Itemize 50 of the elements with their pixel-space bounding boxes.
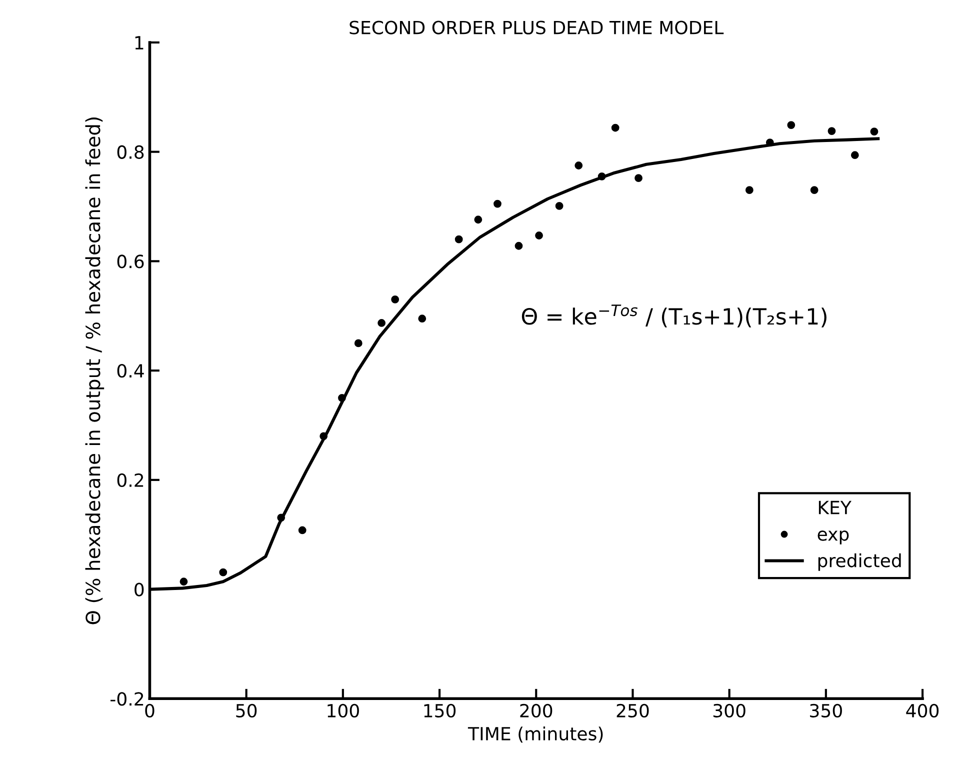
- point: [391, 296, 400, 304]
- annotation: Θ = ke$^{−Tos}$ / (T₁s+1)(T₂s+1): [522, 304, 826, 328]
- point: [574, 162, 583, 170]
- point: [320, 432, 328, 440]
- y-tick-label: -0.2: [110, 692, 144, 706]
- point: [745, 186, 754, 194]
- point: [298, 526, 306, 534]
- x-tick-label: 150: [424, 704, 456, 718]
- y-tick-label: 0.2: [117, 473, 144, 488]
- x-tick-label: 0: [145, 704, 154, 718]
- x-tick-label: 350: [810, 704, 842, 718]
- point: [787, 121, 796, 129]
- y-axis-title: Θ (% hexadecane in output / % hexadecane in feed): [85, 118, 104, 624]
- x-tick-label: 300: [713, 704, 746, 718]
- point: [870, 128, 878, 136]
- point: [418, 314, 426, 323]
- point: [454, 235, 463, 244]
- chart-title: SECOND ORDER PLUS DEAD TIME MODEL: [350, 20, 724, 34]
- legend-title: KEY: [818, 500, 852, 514]
- x-tick-label: 200: [520, 704, 552, 718]
- legend-label: exp: [818, 530, 849, 544]
- point: [634, 174, 642, 182]
- y-tick-label: 0: [134, 582, 144, 596]
- x-tick-label: 400: [906, 704, 939, 718]
- legend-label: predicted: [818, 553, 901, 571]
- point: [219, 568, 228, 576]
- point: [378, 319, 386, 327]
- y-tick-label: 1: [135, 36, 144, 50]
- point: [598, 172, 606, 180]
- point: [535, 232, 543, 240]
- point: [277, 514, 286, 522]
- point: [514, 242, 523, 250]
- point: [555, 202, 564, 210]
- x-axis-title: TIME (minutes): [468, 726, 603, 743]
- y-tick-label: 0.8: [117, 145, 144, 159]
- point: [180, 578, 188, 586]
- y-tick-label: 0.4: [117, 364, 144, 378]
- x-tick-label: 250: [616, 704, 649, 718]
- point: [354, 339, 362, 348]
- point: [810, 186, 818, 194]
- point: [494, 200, 502, 208]
- point: [850, 151, 859, 160]
- x-tick-label: 100: [328, 704, 359, 718]
- x-tick-label: 50: [236, 704, 257, 718]
- point: [766, 138, 774, 146]
- y-tick-label: 0.6: [117, 254, 144, 268]
- point: [474, 216, 482, 224]
- point: [611, 124, 620, 132]
- point: [338, 394, 346, 402]
- point: [828, 127, 836, 135]
